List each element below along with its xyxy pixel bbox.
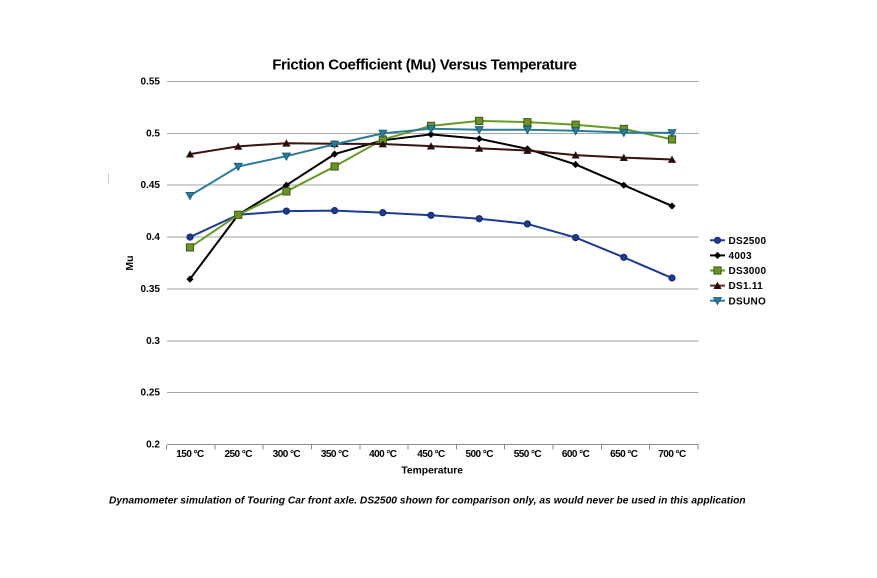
svg-text:250 °C: 250 °C [225,449,253,460]
svg-text:DSUNO: DSUNO [729,296,767,307]
svg-text:Friction Coefficient (Mu) Vers: Friction Coefficient (Mu) Versus Tempera… [272,57,576,74]
svg-text:Dynamometer simulation of Tour: Dynamometer simulation of Touring Car fr… [109,496,746,507]
svg-text:0.35: 0.35 [141,284,161,295]
svg-text:450 °C: 450 °C [417,449,445,460]
svg-text:0.45: 0.45 [141,180,161,191]
svg-text:550 °C: 550 °C [514,449,542,460]
svg-text:150 °C: 150 °C [176,449,204,460]
svg-text:650 °C: 650 °C [610,449,638,460]
svg-text:0.25: 0.25 [141,388,161,399]
svg-text:0.3: 0.3 [146,336,160,347]
svg-text:0.55: 0.55 [141,77,161,88]
svg-text:DS2500: DS2500 [729,236,767,247]
svg-text:0.5: 0.5 [146,128,160,139]
svg-text:0.2: 0.2 [146,440,160,451]
svg-text:Mu: Mu [124,255,136,270]
svg-text:600 °C: 600 °C [562,449,590,460]
svg-text:Temperature: Temperature [401,466,463,477]
svg-text:500 °C: 500 °C [466,449,494,460]
svg-text:400 °C: 400 °C [369,449,397,460]
svg-text:0.4: 0.4 [146,232,160,243]
svg-text:DS3000: DS3000 [729,266,767,277]
svg-text:DS1.11: DS1.11 [729,281,764,292]
svg-text:700 °C: 700 °C [658,449,686,460]
svg-text:350 °C: 350 °C [321,449,349,460]
svg-text:300 °C: 300 °C [273,449,301,460]
svg-text:4003: 4003 [729,251,753,262]
